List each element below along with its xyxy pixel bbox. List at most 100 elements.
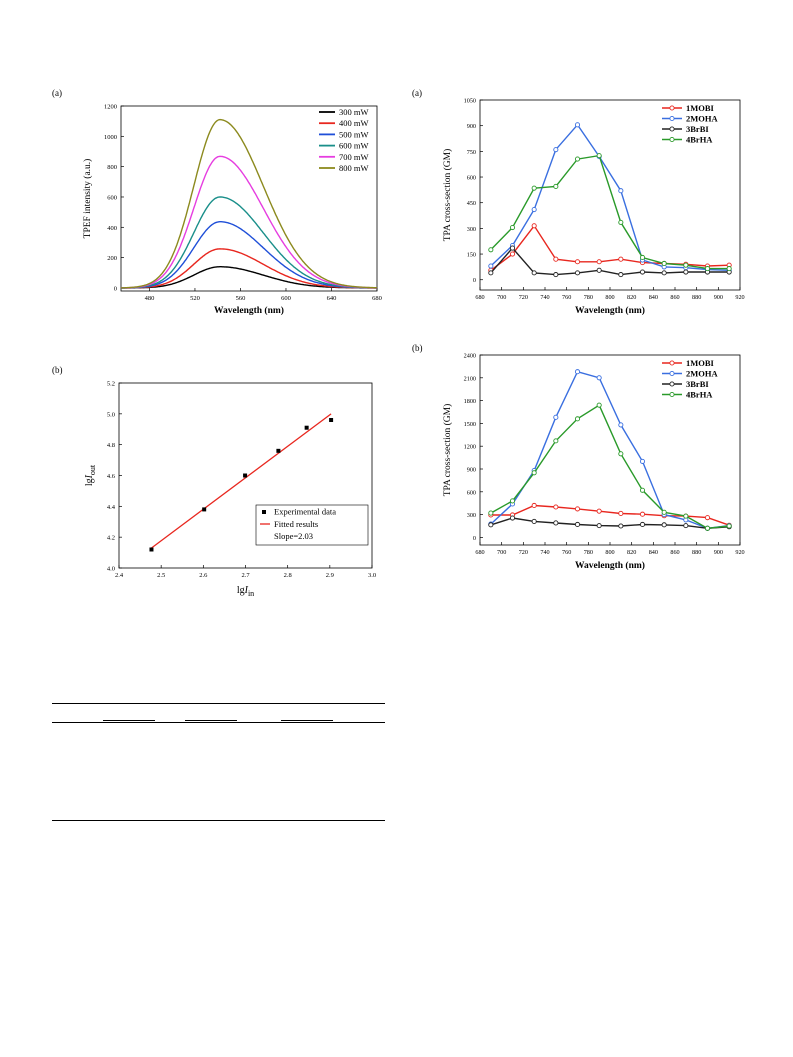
y-tick-label: 600 bbox=[467, 175, 476, 182]
y-tick-label: 600 bbox=[467, 489, 476, 496]
tpa-series-marker bbox=[531, 518, 537, 524]
tpa-series-marker bbox=[618, 272, 624, 278]
y-tick-label: 800 bbox=[107, 164, 117, 171]
x-tick-label: 520 bbox=[190, 295, 200, 302]
tpa-series-marker bbox=[553, 504, 559, 510]
tpef-series-line bbox=[121, 248, 377, 289]
y-axis-title: TPEF intensity (a.u.) bbox=[82, 159, 93, 239]
tpef-panel: (a) 480 520 560 600 640 680 0 200 400 600 800 1000 1… bbox=[52, 88, 387, 333]
y-axis-title: lgIout bbox=[84, 464, 97, 486]
tpa-series-marker bbox=[618, 451, 624, 457]
tpa-series-marker bbox=[704, 266, 711, 272]
tpa-series-line bbox=[490, 404, 730, 530]
tpef-series-line bbox=[121, 221, 377, 289]
tpa-series-marker bbox=[509, 245, 516, 251]
legend-marker-experimental bbox=[262, 510, 266, 514]
x-tick-label: 680 bbox=[475, 549, 484, 556]
legend-label: 3BrBI bbox=[686, 379, 709, 389]
y-tick-label: 1000 bbox=[104, 134, 117, 141]
tpa-series-marker bbox=[574, 259, 581, 265]
table-header-rule bbox=[52, 722, 385, 723]
tpa-series-marker bbox=[488, 270, 494, 276]
legend-label-experimental: Experimental data bbox=[274, 507, 336, 517]
tpa-series-marker bbox=[553, 438, 559, 444]
legend-label: 2MOHA bbox=[686, 369, 718, 379]
tpa-series-marker bbox=[683, 523, 689, 529]
tpef-chart: 480 520 560 600 640 680 0 200 400 600 800 1000 1200 W… bbox=[82, 104, 382, 317]
y-axis-title: TPA cross-section (GM) bbox=[442, 149, 453, 242]
y-tick-label: 750 bbox=[467, 149, 476, 156]
fit-line bbox=[151, 413, 332, 549]
tpa-series-marker bbox=[661, 260, 667, 267]
panel-tag-tpa-b: (b) bbox=[412, 343, 423, 353]
legend-label: 3BrBI bbox=[686, 124, 709, 134]
table-bottom-rule bbox=[52, 820, 385, 821]
tpa-series-marker bbox=[618, 188, 624, 194]
tpa-series-marker bbox=[509, 498, 516, 504]
legend-label: 1MOBI bbox=[686, 358, 715, 368]
y-tick-label: 900 bbox=[467, 467, 476, 474]
panel-tag-tpa-a: (a) bbox=[412, 88, 422, 98]
legend-label: 400 mW bbox=[339, 118, 369, 128]
x-tick-label: 720 bbox=[519, 549, 528, 556]
y-tick-label: 900 bbox=[467, 123, 476, 130]
x-tick-label: 600 bbox=[281, 295, 291, 302]
x-tick-label: 680 bbox=[475, 294, 484, 301]
y-tick-label: 4.2 bbox=[107, 535, 115, 542]
tpa-series-marker bbox=[639, 487, 646, 493]
x-tick-label: 900 bbox=[714, 549, 723, 556]
x-tick-label: 800 bbox=[605, 549, 614, 556]
x-tick-label: 900 bbox=[714, 294, 723, 301]
tpa-series-marker bbox=[596, 375, 602, 381]
legend-marker bbox=[669, 126, 675, 132]
tpa-series-marker bbox=[574, 156, 581, 162]
data-point bbox=[329, 418, 334, 422]
tpa-series-marker bbox=[488, 522, 494, 528]
y-tick-label: 4.8 bbox=[107, 442, 115, 449]
tpa-series-marker bbox=[488, 510, 494, 516]
y-tick-label: 5.0 bbox=[107, 411, 115, 418]
y-tick-label: 2100 bbox=[464, 375, 476, 382]
tpa-series-marker bbox=[509, 224, 516, 231]
x-tick-label: 700 bbox=[497, 294, 506, 301]
tpa-series-line bbox=[490, 504, 730, 526]
x-tick-label: 760 bbox=[562, 294, 571, 301]
tpa-series-marker bbox=[553, 520, 559, 526]
tpa-series-marker bbox=[683, 269, 689, 275]
y-tick-label: 1200 bbox=[104, 104, 117, 111]
x-tick-label: 920 bbox=[735, 294, 744, 301]
data-point bbox=[243, 473, 248, 478]
plot-frame bbox=[120, 105, 378, 292]
tpa-series-marker bbox=[553, 256, 559, 262]
tpa-series-marker bbox=[683, 262, 689, 268]
tpa-series-marker bbox=[488, 247, 494, 253]
legend-label: 700 mW bbox=[339, 152, 369, 162]
tpa-series-marker bbox=[531, 470, 537, 476]
x-tick-label: 720 bbox=[519, 294, 528, 301]
x-tick-label: 840 bbox=[649, 549, 658, 556]
legend-label: 500 mW bbox=[339, 129, 369, 139]
y-tick-label: 0 bbox=[114, 285, 117, 292]
x-tick-label: 480 bbox=[145, 295, 155, 302]
y-tick-label: 0 bbox=[473, 277, 476, 284]
x-tick-label: 760 bbox=[562, 549, 571, 556]
table-column-rule-3 bbox=[281, 720, 333, 721]
x-tick-label: 2.9 bbox=[326, 572, 334, 579]
tpa-series-marker bbox=[553, 414, 559, 420]
x-tick-label: 2.8 bbox=[284, 572, 292, 579]
y-tick-label: 450 bbox=[467, 200, 476, 207]
legend-label-slope: Slope=2.03 bbox=[274, 531, 313, 541]
y-tick-label: 5.2 bbox=[107, 381, 115, 388]
tpa-series-marker bbox=[726, 266, 732, 272]
data-point bbox=[276, 448, 281, 453]
tpa-series-line bbox=[490, 154, 730, 270]
x-tick-label: 740 bbox=[540, 294, 549, 301]
tpa-series-marker bbox=[574, 521, 581, 528]
y-tick-label: 1050 bbox=[464, 98, 476, 105]
tpa-series-marker bbox=[596, 259, 602, 265]
tpa-series-marker bbox=[639, 254, 646, 261]
y-tick-label: 4.0 bbox=[107, 566, 115, 573]
x-tick-label: 780 bbox=[584, 549, 593, 556]
x-tick-label: 2.7 bbox=[241, 572, 250, 579]
tpa-series-marker bbox=[639, 521, 646, 528]
